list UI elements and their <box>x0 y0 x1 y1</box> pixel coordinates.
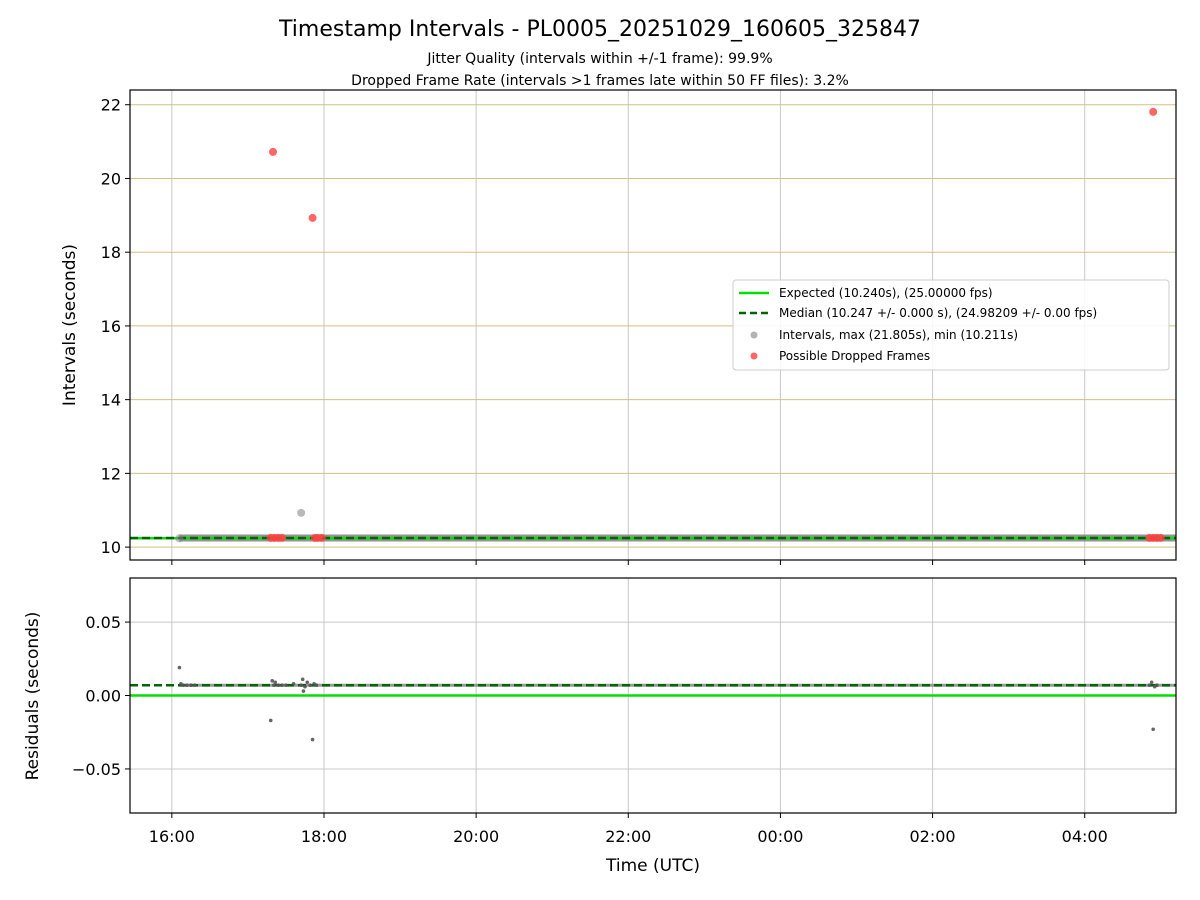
intervals-y-axis-label: Intervals (seconds) <box>60 244 80 406</box>
residual-point <box>291 681 296 686</box>
residuals-y-ticks: −0.05 0.00 0.05 <box>72 613 130 779</box>
x-tick-label: 02:00 <box>910 827 956 846</box>
dropped-frame-point <box>269 147 278 156</box>
legend: Expected (10.240s), (25.00000 fps) Media… <box>732 279 1170 371</box>
residuals-y-tick-label: −0.05 <box>72 760 121 779</box>
residuals-y-axis-label: Residuals (seconds) <box>23 612 43 781</box>
legend-expected-label: Expected (10.240s), (25.00000 fps) <box>779 286 993 300</box>
dropped-frame-point <box>1156 533 1165 542</box>
intervals-y-tick-label: 12 <box>101 464 121 483</box>
residual-point <box>268 718 273 723</box>
x-tick-label: 20:00 <box>453 827 499 846</box>
legend-median-label: Median (10.247 +/- 0.000 s), (24.98209 +… <box>779 306 1097 320</box>
residual-point <box>276 683 281 688</box>
interval-point <box>175 534 184 543</box>
residual-point <box>303 684 307 689</box>
residual-point <box>185 683 189 688</box>
intervals-y-tick-label: 22 <box>101 96 121 115</box>
figure-subtitle-dropped: Dropped Frame Rate (intervals >1 frames … <box>351 73 849 89</box>
intervals-y-tick-label: 16 <box>101 317 121 336</box>
intervals-panel: 10 12 14 16 18 20 22 Intervals (seconds) Expec… <box>60 89 1177 565</box>
dropped-frame-point <box>1149 107 1158 116</box>
intervals-plot-area <box>130 107 1176 543</box>
residual-point <box>284 683 288 688</box>
residual-point <box>270 679 275 683</box>
intervals-y-ticks: 10 12 14 16 18 20 22 <box>101 96 130 557</box>
legend-dropped-swatch <box>750 352 758 360</box>
dropped-frame-point <box>317 533 326 542</box>
x-axis-label: Time (UTC) <box>605 856 700 876</box>
intervals-y-tick-label: 20 <box>101 169 121 188</box>
residual-point <box>314 683 319 688</box>
residual-point <box>181 683 186 688</box>
residuals-y-tick-label: 0.00 <box>85 687 121 706</box>
residual-point <box>1155 683 1159 688</box>
intervals-x-ticks <box>171 560 1086 565</box>
x-tick-label: 04:00 <box>1062 827 1108 846</box>
residual-point <box>299 683 303 688</box>
legend-box <box>732 279 1170 371</box>
residuals-x-ticks: 16:00 18:00 20:00 22:00 00:00 02:00 04:00 <box>149 813 1108 846</box>
legend-intervals-swatch <box>750 331 758 339</box>
x-tick-label: 18:00 <box>301 827 347 846</box>
intervals-y-tick-label: 14 <box>101 391 121 410</box>
interval-point <box>297 508 306 517</box>
residual-point <box>189 683 193 688</box>
legend-intervals-label: Intervals, max (21.805s), min (10.211s) <box>779 328 1018 342</box>
residual-point <box>305 680 310 685</box>
dropped-frame-point <box>278 533 287 542</box>
x-tick-label: 00:00 <box>757 827 803 846</box>
residuals-y-tick-label: 0.05 <box>85 613 121 632</box>
residual-point <box>301 689 306 693</box>
intervals-y-tick-label: 10 <box>101 538 121 557</box>
residual-point <box>1149 680 1154 685</box>
residual-point <box>308 683 313 688</box>
residual-point <box>310 737 315 742</box>
residual-point <box>192 683 197 688</box>
figure-subtitle-jitter: Jitter Quality (intervals within +/-1 fr… <box>426 51 772 67</box>
x-tick-label: 16:00 <box>149 827 195 846</box>
residual-point <box>271 683 276 688</box>
residual-point <box>1151 727 1155 732</box>
residual-point <box>273 680 278 685</box>
figure-title: Timestamp Intervals - PL0005_20251029_16… <box>278 17 921 42</box>
residual-point <box>300 677 305 682</box>
intervals-y-tick-label: 18 <box>101 243 121 262</box>
x-tick-label: 22:00 <box>605 827 651 846</box>
residual-point <box>280 683 284 688</box>
legend-dropped-label: Possible Dropped Frames <box>779 349 930 363</box>
residuals-plot-area <box>130 665 1176 742</box>
dropped-frame-point <box>308 213 317 222</box>
residual-point <box>1147 683 1152 688</box>
intervals-axes-frame <box>129 89 1177 561</box>
residuals-panel: −0.05 0.00 0.05 16:00 18:00 20:00 22:00 00:00 0… <box>23 577 1177 876</box>
residual-point <box>177 665 182 670</box>
